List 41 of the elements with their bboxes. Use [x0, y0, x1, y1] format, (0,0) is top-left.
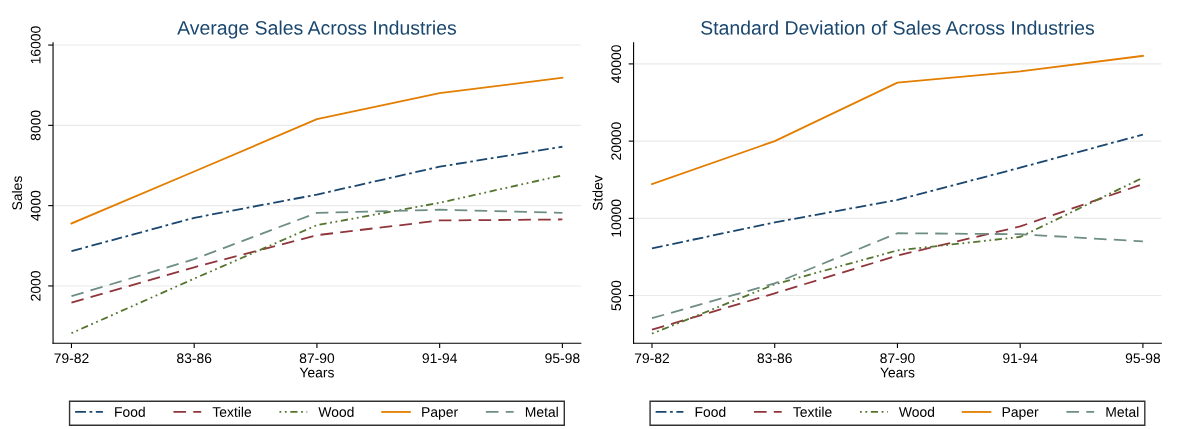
legend-label: Metal [525, 406, 558, 417]
x-tick-label: 87-90 [299, 353, 335, 364]
legend-label: Textile [212, 406, 252, 417]
x-tick-label: 95-98 [545, 353, 580, 364]
y-axis-title: Sales [11, 176, 23, 210]
y-tick-label: 40000 [611, 45, 622, 83]
line-series [70, 145, 564, 253]
x-axis-title: Years [880, 367, 915, 378]
y-tick-label: 16000 [30, 26, 41, 64]
x-tick-label: 83-86 [757, 353, 792, 364]
legend-label: Food [695, 406, 726, 417]
x-tick-label: 79-82 [634, 353, 670, 364]
y-tick-label: 20000 [611, 122, 622, 160]
legend-label: Food [115, 406, 145, 417]
line-series [651, 54, 1144, 186]
x-tick-label: 91-94 [1003, 353, 1038, 364]
legend-label: Metal [1106, 406, 1139, 417]
x-tick-label: 79-82 [54, 353, 89, 364]
y-tick-label: 2000 [30, 271, 41, 301]
x-tick-label: 91-94 [422, 353, 458, 364]
y-tick-label: 5000 [611, 280, 622, 311]
legend-label: Textile [793, 406, 832, 417]
legend-label: Paper [422, 407, 458, 420]
x-tick-label: 87-90 [880, 353, 915, 364]
line-series [651, 232, 1144, 320]
line-series [70, 76, 564, 225]
chart-title: Average Sales Across Industries [177, 20, 457, 39]
x-axis-title: Years [299, 367, 334, 378]
line-series [70, 208, 564, 298]
legend-label: Wood [318, 406, 354, 417]
legend-label: Paper [1002, 407, 1039, 420]
y-tick-label: 8000 [30, 110, 41, 141]
y-tick-label: 4000 [30, 190, 41, 221]
y-tick-label: 10000 [611, 199, 622, 237]
legend-label: Wood [898, 406, 935, 417]
line-series [70, 218, 564, 304]
x-tick-label: 95-98 [1125, 353, 1161, 364]
chart-title: Standard Deviation of Sales Across Industries [701, 20, 1094, 35]
y-axis-title: Stdev [592, 175, 603, 211]
line-series [651, 133, 1144, 250]
x-tick-label: 83-86 [177, 353, 212, 364]
